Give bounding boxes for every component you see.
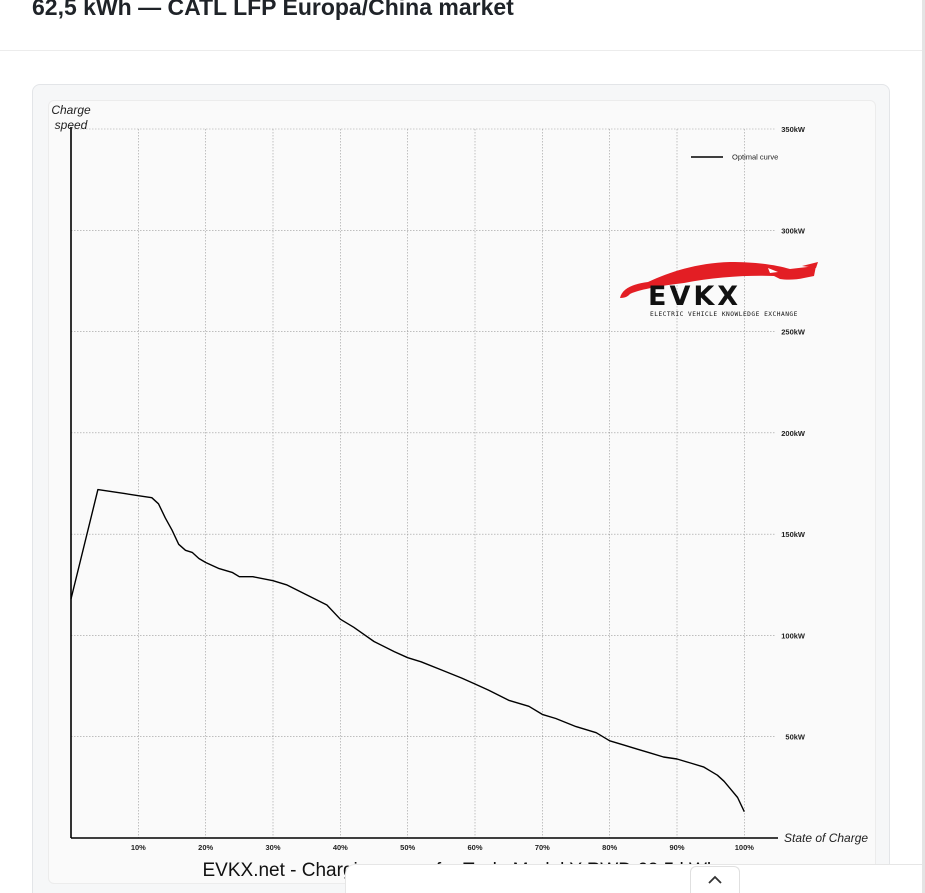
y-tick-label: 300kW [781, 226, 806, 235]
y-tick-label: 250kW [781, 328, 806, 337]
car-silhouette-icon [620, 262, 816, 298]
series-layer [70, 488, 745, 812]
scroll-to-top-button[interactable] [690, 866, 740, 893]
scrollbar-track[interactable] [922, 0, 925, 893]
logo-tagline-text: ELECTRIC VEHICLE KNOWLEDGE EXCHANGE [650, 311, 798, 318]
evkx-logo-icon: EVKX ELECTRIC VEHICLE KNOWLEDGE EXCHANGE [620, 262, 818, 318]
y-tick-label: 100kW [781, 631, 806, 640]
chart-panel [48, 100, 876, 884]
bottom-bar [345, 864, 922, 893]
x-tick-label: 90% [669, 843, 684, 852]
x-tick-label: 50% [400, 843, 415, 852]
x-tick-label: 10% [131, 843, 146, 852]
x-tick-label: 70% [535, 843, 550, 852]
tick-layer: 10% 20% 30% 40% 50% 60% 70% 80% 90% 100% 50kW 100kW… [131, 125, 806, 852]
legend-label: Optimal curve [732, 153, 778, 162]
x-tick-label: 100% [735, 843, 755, 852]
y-tick-label: 200kW [781, 429, 806, 438]
x-tick-label: 40% [333, 843, 348, 852]
grid-layer [71, 128, 776, 838]
chevron-up-icon [708, 875, 722, 884]
y-axis-label: speed [55, 118, 88, 132]
legend: Optimal curve [691, 153, 778, 162]
y-axis-label: Charge [51, 103, 91, 117]
x-tick-label: 20% [198, 843, 213, 852]
x-axis-label: State of Charge [784, 831, 868, 845]
logo-brand-text: EVKX [648, 281, 741, 312]
title-divider [0, 50, 922, 51]
y-tick-label: 150kW [781, 530, 806, 539]
evkx-logo: EVKX ELECTRIC VEHICLE KNOWLEDGE EXCHANGE [618, 256, 823, 324]
y-tick-label: 350kW [781, 125, 806, 134]
axes-layer [70, 127, 778, 839]
x-tick-label: 30% [265, 843, 280, 852]
y-tick-label: 50kW [785, 733, 806, 742]
page-title: 62,5 kWh — CATL LFP Europa/China market [32, 0, 514, 20]
bolt-icon [768, 268, 778, 273]
x-tick-label: 60% [467, 843, 482, 852]
x-tick-label: 80% [602, 843, 617, 852]
series-line-optimal-curve [70, 488, 745, 812]
spoiler-icon [802, 262, 818, 268]
